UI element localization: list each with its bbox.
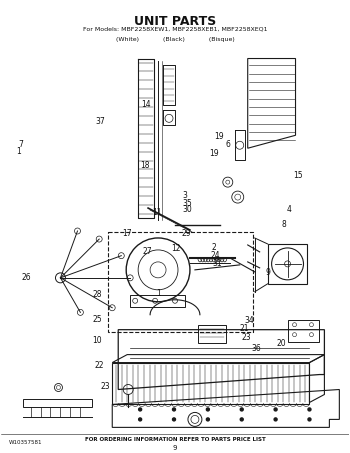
- Bar: [112, 362, 309, 405]
- Bar: [288, 320, 320, 342]
- Text: 29: 29: [182, 229, 191, 238]
- Text: 20: 20: [276, 338, 286, 347]
- Circle shape: [274, 408, 277, 411]
- Bar: [23, 400, 92, 407]
- Text: 9: 9: [266, 268, 271, 277]
- Text: 30: 30: [182, 205, 192, 214]
- Text: 23: 23: [241, 333, 251, 342]
- Text: (White)            (Black)            (Bisque): (White) (Black) (Bisque): [116, 37, 234, 42]
- Text: FOR ORDERING INFORMATION REFER TO PARTS PRICE LIST: FOR ORDERING INFORMATION REFER TO PARTS …: [85, 437, 265, 442]
- Text: W10357581: W10357581: [9, 440, 42, 445]
- Text: 18: 18: [140, 160, 150, 169]
- Text: 11: 11: [152, 208, 162, 217]
- Text: UNIT PARTS: UNIT PARTS: [134, 14, 216, 28]
- Bar: [268, 244, 307, 284]
- Circle shape: [308, 408, 311, 411]
- Circle shape: [240, 408, 243, 411]
- Text: 27: 27: [143, 247, 152, 256]
- Circle shape: [274, 418, 277, 421]
- Text: 21: 21: [239, 324, 249, 333]
- Text: 3: 3: [182, 191, 187, 200]
- Text: 34: 34: [245, 316, 254, 325]
- Text: 6: 6: [225, 140, 230, 149]
- Text: For Models: MBF2258XEW1, MBF2258XEB1, MBF2258XEQ1: For Models: MBF2258XEW1, MBF2258XEB1, MB…: [83, 27, 267, 32]
- Text: 4: 4: [287, 205, 292, 214]
- Text: 19: 19: [214, 132, 224, 141]
- Text: 37: 37: [96, 117, 105, 126]
- Text: 14: 14: [141, 100, 150, 109]
- Circle shape: [308, 418, 311, 421]
- Circle shape: [240, 418, 243, 421]
- Circle shape: [173, 418, 175, 421]
- Text: 2: 2: [211, 243, 216, 252]
- Text: 15: 15: [293, 171, 302, 180]
- Text: 36: 36: [252, 344, 261, 353]
- Text: 24: 24: [211, 251, 220, 260]
- Text: 28: 28: [92, 290, 102, 299]
- Text: 35: 35: [182, 198, 192, 207]
- Bar: [108, 232, 253, 332]
- Text: 10: 10: [92, 336, 102, 345]
- Circle shape: [139, 408, 142, 411]
- Text: 26: 26: [22, 273, 31, 282]
- Text: 19: 19: [209, 149, 219, 158]
- Text: 25: 25: [92, 315, 102, 324]
- Circle shape: [139, 418, 142, 421]
- Bar: [130, 295, 185, 307]
- Text: 1: 1: [156, 289, 161, 298]
- Circle shape: [206, 408, 209, 411]
- Text: 17: 17: [122, 229, 131, 238]
- Text: 7: 7: [19, 140, 23, 149]
- Text: 1: 1: [16, 148, 21, 156]
- Circle shape: [206, 418, 209, 421]
- Bar: [198, 325, 226, 342]
- Text: 31: 31: [212, 260, 222, 269]
- Text: 9: 9: [173, 445, 177, 451]
- Text: 23: 23: [101, 382, 111, 391]
- Text: 8: 8: [281, 220, 286, 229]
- Text: 12: 12: [172, 244, 181, 253]
- Text: 22: 22: [94, 361, 104, 370]
- Circle shape: [173, 408, 175, 411]
